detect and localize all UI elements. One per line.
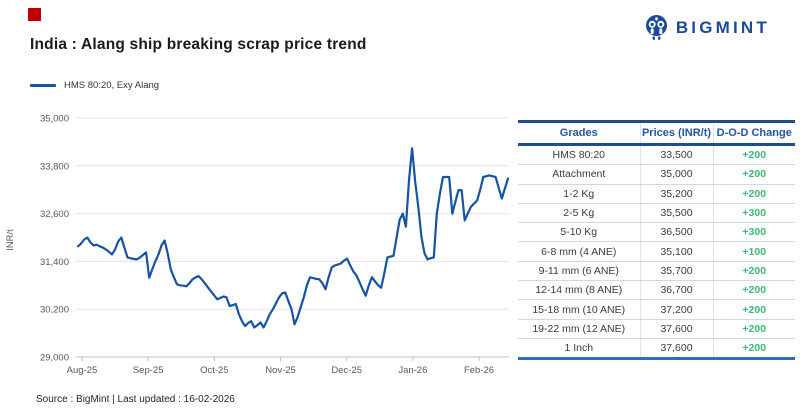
- page-title: India : Alang ship breaking scrap price …: [30, 36, 367, 53]
- x-tick-label: Jan-26: [398, 365, 427, 376]
- grade-cell: 1 Inch: [518, 338, 640, 361]
- price-cell: 35,700: [639, 261, 713, 282]
- table-row: 5-10 Kg 36,500 +300: [518, 222, 795, 243]
- price-cell: 35,500: [639, 203, 713, 224]
- price-cell: 35,200: [639, 184, 713, 204]
- grade-cell: 15-18 mm (10 ANE): [518, 299, 640, 320]
- bigmint-logo: BIGMINT: [644, 14, 770, 41]
- price-cell: 37,200: [639, 299, 713, 320]
- header-prices: Prices (INR/t): [639, 120, 713, 146]
- legend-line-swatch: [30, 84, 56, 87]
- accent-square: [28, 8, 41, 21]
- grade-cell: 5-10 Kg: [518, 222, 640, 243]
- y-tick-label: 35,000: [40, 114, 69, 125]
- y-tick-label: 29,000: [40, 353, 69, 364]
- table-row: 6-8 mm (4 ANE) 35,100 +100: [518, 241, 795, 262]
- price-series-line: [76, 147, 510, 329]
- chart-legend: HMS 80:20, Exy Alang: [30, 80, 159, 91]
- table-row: 9-11 mm (6 ANE) 35,700 +200: [518, 261, 795, 282]
- x-tick-label: Dec-25: [331, 365, 362, 376]
- table-row: HMS 80:20 33,500 +200: [518, 144, 795, 166]
- grade-cell: 12-14 mm (8 ANE): [518, 280, 640, 301]
- x-tick-label: Oct-25: [200, 365, 229, 376]
- table-row: Attachment 35,000 +200: [518, 164, 795, 185]
- table-row: 2-5 Kg 35,500 +300: [518, 203, 795, 224]
- price-cell: 35,000: [639, 164, 713, 185]
- table-row: 12-14 mm (8 ANE) 36,700 +200: [518, 280, 795, 301]
- y-tick-label: 30,200: [40, 305, 69, 316]
- y-tick-label: 31,400: [40, 257, 69, 268]
- change-cell: +300: [712, 222, 795, 243]
- price-cell: 36,700: [639, 280, 713, 301]
- price-cell: 37,600: [639, 338, 713, 361]
- header-dod-change: D-O-D Change: [712, 120, 795, 146]
- change-cell: +200: [712, 184, 795, 204]
- table-row: 1 Inch 37,600 +200: [518, 338, 795, 361]
- grade-cell: 2-5 Kg: [518, 203, 640, 224]
- change-cell: +100: [712, 241, 795, 262]
- source-note: Source : BigMint | Last updated : 16-02-…: [36, 394, 235, 405]
- price-line-chart: 29,000 30,200 31,400 32,600 33,800 35,000 Aug-…: [0, 105, 520, 405]
- x-tick-label: Sep-25: [133, 365, 164, 376]
- change-cell: +200: [712, 144, 795, 166]
- grade-cell: 1-2 Kg: [518, 184, 640, 204]
- grade-cell: HMS 80:20: [518, 144, 640, 166]
- change-cell: +200: [712, 299, 795, 320]
- x-tick-label: Aug-25: [67, 365, 98, 376]
- change-cell: +200: [712, 338, 795, 361]
- price-cell: 35,100: [639, 241, 713, 262]
- x-tick-label: Nov-25: [265, 365, 296, 376]
- price-line-chart-svg: 29,000 30,200 31,400 32,600 33,800 35,000 Aug-…: [5, 114, 510, 376]
- legend-label: HMS 80:20, Exy Alang: [64, 80, 160, 91]
- grade-cell: 6-8 mm (4 ANE): [518, 241, 640, 262]
- change-cell: +200: [712, 164, 795, 185]
- change-cell: +300: [712, 203, 795, 224]
- y-tick-label: 33,800: [40, 161, 69, 172]
- table-row: 19-22 mm (12 ANE) 37,600 +200: [518, 319, 795, 339]
- y-tick-label: 32,600: [40, 209, 69, 220]
- grades-price-table: Grades Prices (INR/t) D-O-D Change HMS 8…: [518, 120, 795, 361]
- table-header-row: Grades Prices (INR/t) D-O-D Change: [518, 120, 795, 146]
- header-grades: Grades: [518, 120, 640, 146]
- grade-cell: 9-11 mm (6 ANE): [518, 261, 640, 282]
- grade-cell: 19-22 mm (12 ANE): [518, 319, 640, 339]
- table-row: 1-2 Kg 35,200 +200: [518, 184, 795, 204]
- grade-cell: Attachment: [518, 164, 640, 185]
- x-tick-label: Feb-26: [464, 365, 494, 376]
- bigmint-logo-text: BIGMINT: [675, 17, 770, 37]
- price-cell: 36,500: [639, 222, 713, 243]
- price-cell: 37,600: [639, 319, 713, 339]
- change-cell: +200: [712, 319, 795, 339]
- change-cell: +200: [712, 280, 795, 301]
- change-cell: +200: [712, 261, 795, 282]
- bigmint-logo-icon: [645, 15, 667, 40]
- price-cell: 33,500: [639, 144, 713, 166]
- y-axis-title: INR/t: [5, 229, 16, 251]
- table-row: 15-18 mm (10 ANE) 37,200 +200: [518, 299, 795, 320]
